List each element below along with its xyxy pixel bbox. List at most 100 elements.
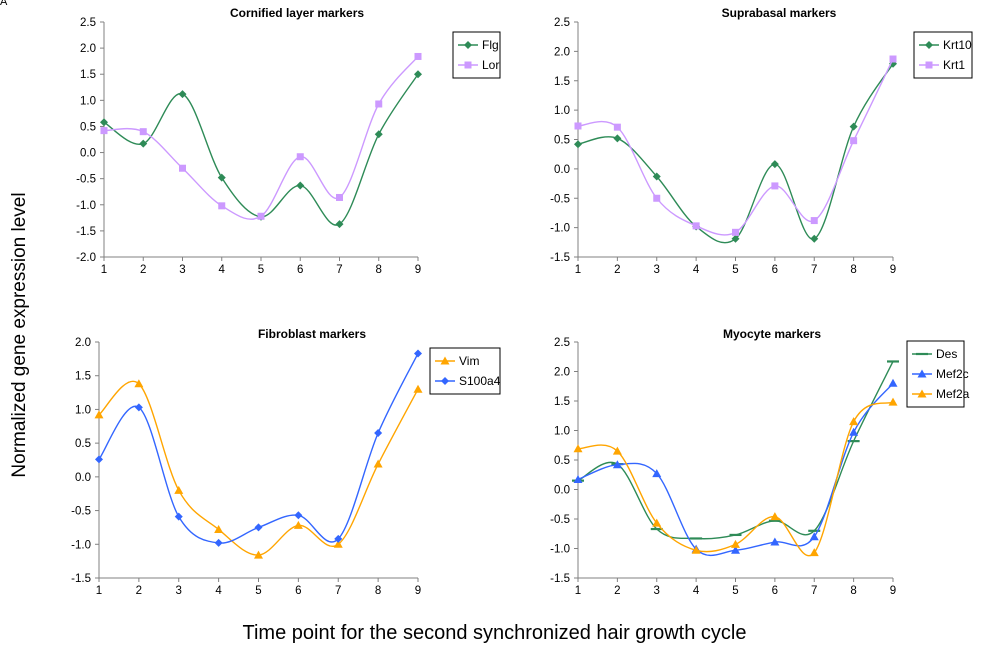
x-tick-label: 4 [219, 264, 226, 276]
y-tick-label: 1.5 [554, 396, 570, 408]
legend-swatch-marker [917, 389, 927, 398]
series-line [577, 58, 894, 236]
legend-label: Mef2c [936, 367, 969, 381]
x-tick-label: 2 [136, 585, 142, 597]
x-tick-label: 6 [772, 264, 778, 276]
chart-panel: Myocyte markers -1.5 -1.0 -0.5 0.0 0.5 1.0 1.5 2… [550, 327, 970, 597]
data-point [94, 410, 104, 419]
panel-letter: A [0, 0, 8, 8]
x-tick-label: 3 [179, 264, 185, 276]
data-point [214, 524, 224, 533]
data-point [375, 100, 383, 108]
data-point [770, 537, 780, 546]
series-krt1 [574, 55, 897, 236]
legend-label: Flg [482, 38, 499, 52]
data-point [336, 193, 343, 201]
data-point [574, 122, 582, 130]
legend-label: S100a4 [459, 374, 501, 388]
data-point [179, 164, 186, 172]
data-point [294, 511, 303, 520]
data-point [254, 523, 263, 532]
data-point [374, 130, 383, 139]
y-tick-label: 2.0 [80, 43, 96, 55]
legend-label: Mef2a [936, 387, 970, 401]
x-tick-label: 9 [890, 264, 896, 276]
data-point [100, 118, 108, 127]
y-tick-label: -0.5 [76, 174, 96, 186]
x-tick-label: 6 [295, 585, 301, 597]
data-point [374, 429, 383, 438]
data-point [770, 160, 779, 169]
data-point [178, 90, 187, 99]
chart-panel: Fibroblast markers -1.5 -1.0 -0.5 0.0 0.5 1.0 1… [71, 327, 501, 597]
data-point [573, 444, 583, 453]
data-point [574, 140, 582, 149]
legend-swatch-marker [464, 41, 472, 49]
data-point [573, 474, 583, 483]
y-tick-label: -0.5 [550, 193, 570, 205]
x-tick-label: 5 [258, 264, 264, 276]
series-line [103, 56, 419, 220]
y-tick-label: 0.5 [554, 455, 570, 467]
data-point [217, 173, 226, 182]
data-point [296, 181, 305, 190]
chart-panel: Suprabasal markers -1.5 -1.0 -0.5 0.0 0.5 1.0 1… [550, 6, 973, 276]
x-tick-label: 3 [654, 585, 660, 597]
x-tick-label: 1 [575, 585, 581, 597]
data-point [334, 534, 343, 543]
y-tick-label: 2.0 [75, 337, 91, 349]
series-krt10 [574, 59, 897, 244]
data-point [809, 532, 819, 541]
x-tick-label: 5 [732, 264, 738, 276]
y-tick-label: 0.0 [554, 485, 570, 497]
chart-title: Myocyte markers [723, 327, 821, 341]
data-point [888, 397, 898, 406]
data-point [692, 222, 700, 230]
legend-label: Krt10 [943, 38, 972, 52]
y-tick-label: 0.5 [554, 135, 570, 147]
data-point [134, 403, 143, 412]
data-point [373, 459, 383, 468]
data-point [335, 220, 344, 229]
data-point [731, 545, 740, 554]
x-tick-label: 9 [890, 585, 896, 597]
legend-swatch-marker [917, 369, 927, 378]
y-tick-label: 1.0 [75, 404, 91, 416]
series-line [577, 401, 894, 557]
data-point [652, 469, 662, 478]
x-tick-label: 9 [415, 264, 421, 276]
legend-label: Krt1 [943, 58, 965, 72]
data-point [218, 202, 226, 210]
series-lor [100, 52, 422, 220]
y-tick-label: -2.0 [76, 252, 96, 264]
series-line [98, 353, 419, 544]
y-tick-label: 0.5 [80, 121, 96, 133]
data-point [414, 52, 422, 60]
data-point [849, 122, 858, 131]
x-tick-label: 7 [811, 264, 817, 276]
legend: Vim S100a4 [429, 347, 501, 395]
y-tick-label: 1.5 [75, 371, 91, 383]
x-tick-label: 2 [140, 264, 146, 276]
x-tick-label: 7 [336, 264, 342, 276]
x-tick-label: 8 [850, 264, 856, 276]
x-tick-label: 4 [215, 585, 222, 597]
series-s100a4 [95, 349, 422, 547]
y-tick-label: 0.5 [75, 438, 91, 450]
chart-title: Cornified layer markers [230, 6, 364, 20]
data-point [850, 137, 858, 145]
x-tick-label: 1 [575, 264, 581, 276]
legend-swatch-marker [925, 41, 933, 49]
y-tick-label: 1.0 [554, 105, 570, 117]
y-tick-label: -1.0 [550, 223, 570, 235]
legend: Des Mef2c Mef2a [906, 340, 970, 408]
data-point [613, 123, 621, 131]
legend-box [429, 347, 501, 395]
chart-title: Suprabasal markers [722, 6, 837, 20]
y-tick-label: -0.5 [71, 506, 91, 518]
data-point [809, 548, 819, 557]
data-point [771, 182, 779, 190]
legend: Flg Lor [452, 31, 501, 79]
series-mef2a [573, 397, 898, 557]
data-point [810, 234, 819, 243]
